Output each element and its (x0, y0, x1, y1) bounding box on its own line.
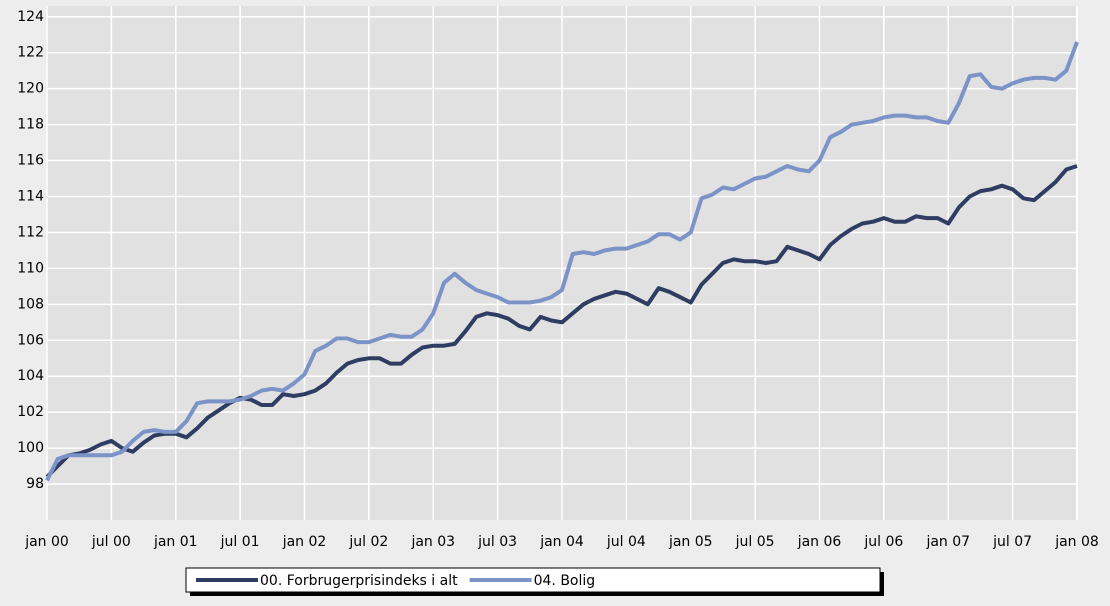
x-tick-label: jan 06 (797, 534, 842, 550)
x-tick-label: jan 02 (282, 534, 327, 550)
y-tick-label: 108 (17, 296, 44, 312)
y-tick-label: 124 (17, 9, 44, 25)
x-tick-label: jan 01 (153, 534, 198, 550)
y-tick-label: 102 (17, 404, 44, 420)
x-tick-label: jul 05 (735, 534, 775, 550)
y-tick-label: 116 (17, 153, 44, 169)
legend (185, 567, 881, 593)
x-tick-label: jul 01 (220, 534, 260, 550)
x-tick-label: jan 08 (1054, 534, 1099, 550)
y-tick-label: 98 (26, 476, 44, 492)
y-tick-label: 100 (17, 440, 44, 456)
y-tick-label: 112 (17, 224, 44, 240)
series-line (45, 41, 1079, 482)
x-tick-label: jul 04 (606, 534, 646, 550)
y-tick-label: 114 (17, 189, 44, 205)
series-line (45, 164, 1078, 479)
x-tick-label: jan 00 (24, 534, 69, 550)
x-tick-label: jul 03 (477, 534, 517, 550)
x-tick-label: jul 07 (992, 534, 1032, 550)
y-tick-label: 110 (17, 260, 44, 276)
y-tick-label: 118 (17, 117, 44, 133)
x-tick-label: jan 04 (539, 534, 584, 550)
y-tick-label: 104 (17, 368, 44, 384)
legend-label: 04. Bolig (534, 573, 596, 589)
x-tick-label: jan 05 (668, 534, 713, 550)
y-tick-label: 122 (17, 45, 44, 61)
x-tick-label: jul 00 (91, 534, 131, 550)
x-tick-label: jan 03 (410, 534, 455, 550)
x-tick-label: jul 06 (863, 534, 903, 550)
legend-label: 00. Forbrugerprisindeks i alt (260, 573, 458, 589)
y-tick-label: 120 (17, 81, 44, 97)
y-tick-label: 106 (17, 332, 44, 348)
x-tick-label: jul 02 (348, 534, 388, 550)
x-tick-label: jan 07 (925, 534, 970, 550)
